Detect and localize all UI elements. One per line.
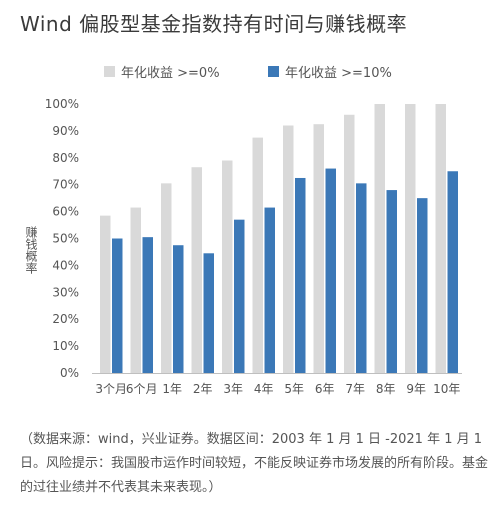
x-tick-label: 5年 xyxy=(284,382,304,396)
x-tick-label: 3个月 xyxy=(95,382,127,396)
y-tick-label: 0% xyxy=(60,366,79,380)
bar-gte10 xyxy=(447,171,458,373)
x-tick-label: 4年 xyxy=(254,382,274,396)
bar-gte10 xyxy=(356,183,367,373)
legend-swatch-gte10 xyxy=(268,66,279,77)
x-tick-label: 1年 xyxy=(162,382,182,396)
bar-gte10 xyxy=(173,245,184,373)
bar-gte10 xyxy=(386,190,397,373)
source-note: （数据来源：wind，兴业证券。数据区间：2003 年 1 月 1 日 -202… xyxy=(20,432,489,495)
legend-item-gte10: 年化收益 >=10% xyxy=(268,62,392,81)
bar-gte10 xyxy=(264,207,275,373)
bar-gte0 xyxy=(435,104,446,373)
y-tick-label: 60% xyxy=(52,205,79,219)
y-tick-label: 50% xyxy=(52,232,79,246)
bar-gte10 xyxy=(325,168,336,373)
x-tick-label: 7年 xyxy=(345,382,365,396)
legend-swatch-gte0 xyxy=(104,66,115,77)
y-tick-label: 30% xyxy=(52,285,79,299)
bar-gte0 xyxy=(252,137,263,373)
bar-gte0 xyxy=(100,215,111,373)
bar-gte10 xyxy=(295,177,306,373)
bar-gte0 xyxy=(191,167,202,373)
bar-gte10 xyxy=(234,219,245,373)
y-tick-label: 70% xyxy=(52,178,79,192)
x-tick-label: 2年 xyxy=(193,382,213,396)
y-axis-label: 赚钱概率 xyxy=(24,226,38,274)
x-tick-label: 8年 xyxy=(376,382,396,396)
x-tick-label: 9年 xyxy=(406,382,426,396)
bar-gte0 xyxy=(283,125,294,373)
bar-gte10 xyxy=(417,198,428,373)
bar-gte0 xyxy=(130,207,141,373)
legend-item-gte0: 年化收益 >=0% xyxy=(104,62,220,81)
bar-gte0 xyxy=(374,104,385,373)
y-tick-label: 40% xyxy=(52,258,79,272)
bar-gte10 xyxy=(142,237,153,373)
bar-gte0 xyxy=(222,160,233,373)
bar-gte0 xyxy=(405,104,416,373)
legend-label-gte0: 年化收益 >=0% xyxy=(121,66,220,81)
y-tick-label: 100% xyxy=(45,97,79,111)
y-tick-label: 90% xyxy=(52,124,79,138)
y-tick-label: 10% xyxy=(52,339,79,353)
bar-gte10 xyxy=(112,238,123,373)
bar-gte10 xyxy=(203,253,214,373)
legend-label-gte10: 年化收益 >=10% xyxy=(285,66,392,81)
y-tick-label: 20% xyxy=(52,312,79,326)
bar-gte0 xyxy=(161,183,172,373)
x-tick-label: 6个月 xyxy=(126,382,158,396)
y-tick-label: 80% xyxy=(52,151,79,165)
bar-gte0 xyxy=(344,114,355,373)
x-tick-label: 6年 xyxy=(315,382,335,396)
x-tick-label: 10年 xyxy=(433,382,460,396)
chart-title: Wind 偏股型基金指数持有时间与赚钱概率 xyxy=(20,12,408,36)
bar-gte0 xyxy=(313,124,324,373)
x-tick-label: 3年 xyxy=(223,382,243,396)
